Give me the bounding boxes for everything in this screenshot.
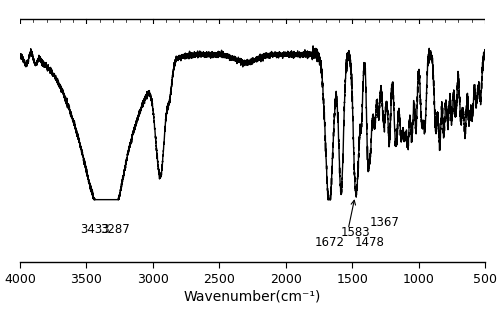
X-axis label: Wavenumber(cm⁻¹): Wavenumber(cm⁻¹): [184, 290, 321, 304]
Text: 3287: 3287: [100, 223, 130, 236]
Text: 1672: 1672: [314, 236, 344, 249]
Text: 1478: 1478: [355, 236, 385, 249]
Text: 1367: 1367: [370, 216, 400, 229]
Text: 3433: 3433: [80, 223, 110, 236]
Text: 1583: 1583: [341, 226, 370, 239]
